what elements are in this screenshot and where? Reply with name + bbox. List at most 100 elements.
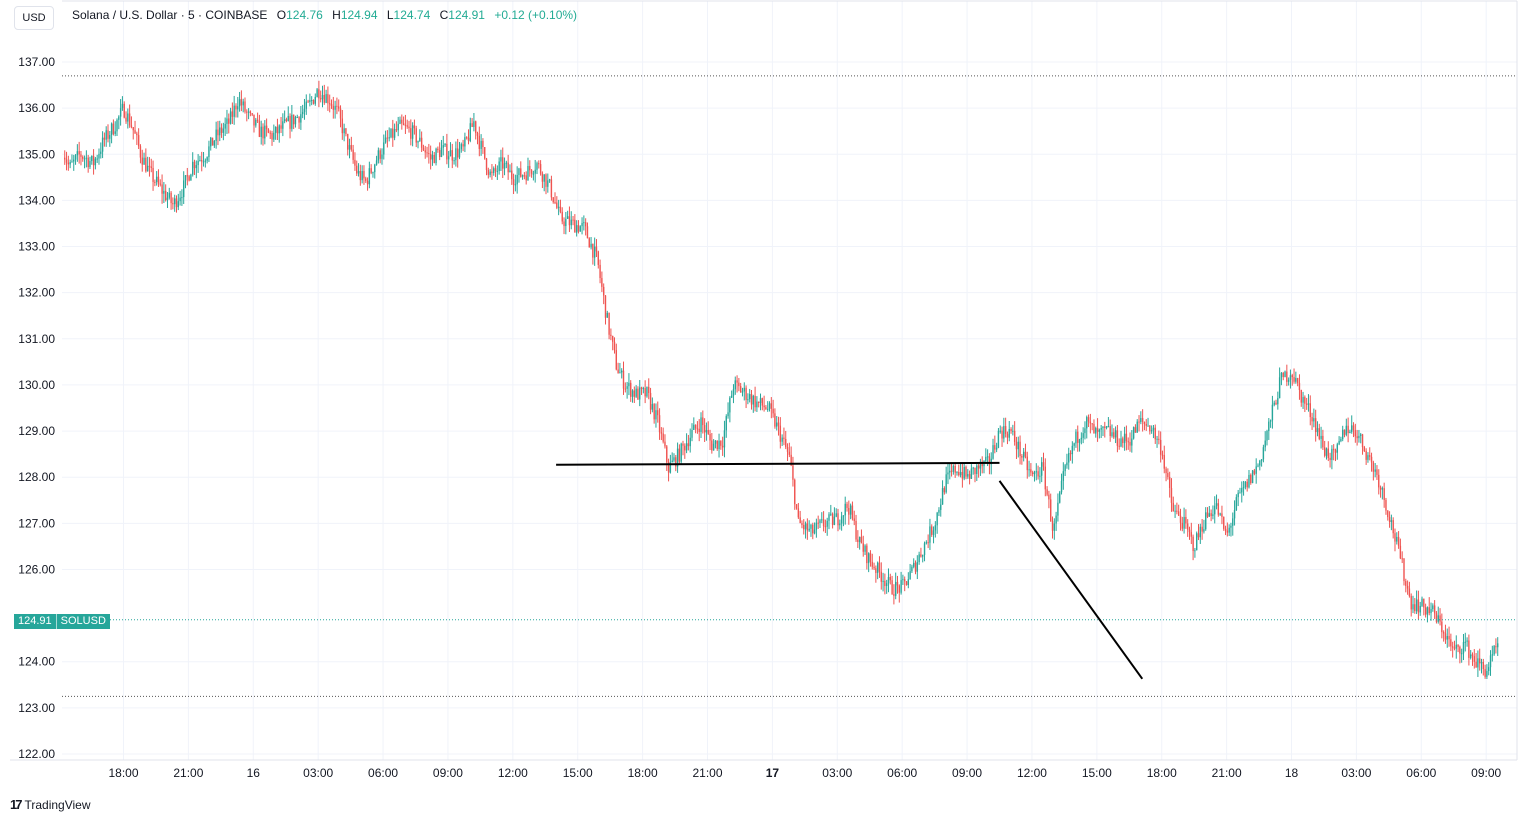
candle (1185, 509, 1187, 529)
candle (242, 98, 244, 113)
candle (792, 456, 794, 487)
candle (329, 94, 331, 113)
candle (278, 124, 280, 143)
candle (1428, 597, 1430, 616)
candle (1156, 435, 1158, 448)
candle (1140, 411, 1142, 425)
candle (684, 443, 686, 459)
candle (581, 217, 583, 235)
candle (878, 556, 881, 578)
candle (709, 429, 711, 451)
candle (312, 99, 315, 105)
candle (1031, 470, 1034, 477)
reference-lines (62, 75, 1517, 697)
candle (168, 187, 170, 200)
candle (462, 139, 464, 152)
candle (1307, 394, 1310, 412)
candle (476, 131, 479, 145)
candle (1174, 504, 1176, 518)
candle (758, 401, 760, 408)
candle (711, 432, 713, 454)
candle (136, 131, 138, 145)
candle (514, 174, 517, 192)
candle (1479, 648, 1481, 671)
candle (819, 518, 821, 528)
candle (855, 514, 857, 542)
trendline-2[interactable] (998, 480, 1144, 680)
candle (478, 126, 481, 157)
brand-name: TradingView (24, 797, 91, 812)
tradingview-brand[interactable]: 17 TradingView (10, 797, 91, 812)
candle (91, 155, 93, 165)
trendline-1[interactable] (556, 461, 1000, 466)
symbol-title[interactable]: Solana / U.S. Dollar · 5 · COINBASE (72, 8, 268, 22)
candle (779, 417, 782, 449)
candle (584, 218, 587, 236)
candle (1273, 400, 1275, 407)
candle (298, 116, 300, 129)
candle (1098, 428, 1101, 439)
candle (282, 113, 284, 137)
candle (1390, 514, 1393, 531)
candle (1022, 447, 1025, 462)
candle (201, 151, 203, 172)
candle (821, 512, 823, 524)
candle (965, 465, 967, 480)
candle (817, 515, 819, 529)
candle (931, 524, 933, 537)
candle (1423, 598, 1425, 616)
candle (411, 122, 414, 147)
candle (1068, 447, 1070, 470)
candle (255, 117, 257, 128)
candle (332, 96, 335, 119)
candle (116, 118, 118, 136)
candle (208, 140, 210, 163)
candle (610, 328, 612, 341)
candle (648, 378, 650, 400)
candle (1019, 435, 1021, 465)
candle (1482, 658, 1485, 676)
candle (119, 99, 122, 126)
candle (554, 192, 556, 205)
candle (98, 148, 100, 165)
candle (379, 148, 381, 164)
candle (884, 573, 886, 595)
x-tick-label: 09:00 (952, 766, 982, 780)
candle (1170, 478, 1173, 512)
price-axis[interactable]: 137.00 136.00 135.00 134.00 133.00 132.00 131.… (18, 55, 55, 761)
trendline-drawings[interactable] (556, 461, 1144, 680)
candle (1161, 450, 1164, 460)
candle (357, 163, 360, 177)
candle (842, 515, 845, 527)
candle (388, 127, 390, 142)
candle (1066, 453, 1068, 469)
candle (1322, 429, 1324, 450)
candle (1136, 419, 1138, 433)
candle (606, 310, 608, 318)
open-label: O (276, 8, 287, 22)
candle (813, 522, 816, 535)
candle (604, 295, 607, 325)
last-price-tag: 124.91 SOLUSD (14, 614, 110, 629)
currency-button[interactable]: USD (14, 6, 54, 30)
candle (876, 561, 879, 580)
candle (721, 436, 724, 456)
candle (1120, 430, 1122, 448)
candle (1008, 421, 1010, 442)
candle (493, 166, 495, 176)
candle (89, 156, 91, 169)
candle (1488, 662, 1490, 676)
candle (927, 534, 929, 549)
candle (698, 419, 700, 442)
candle (1035, 463, 1037, 481)
time-axis[interactable]: 18:00 21:00 16 03:00 06:00 09:00 12:00 15:00 18:… (108, 766, 1501, 780)
candle (907, 572, 910, 589)
candle (1305, 397, 1308, 410)
candle (1205, 507, 1207, 531)
candle (190, 173, 192, 181)
candle (480, 134, 482, 156)
x-tick-label: 21:00 (173, 766, 203, 780)
candle (1448, 626, 1450, 647)
candle (440, 139, 443, 158)
